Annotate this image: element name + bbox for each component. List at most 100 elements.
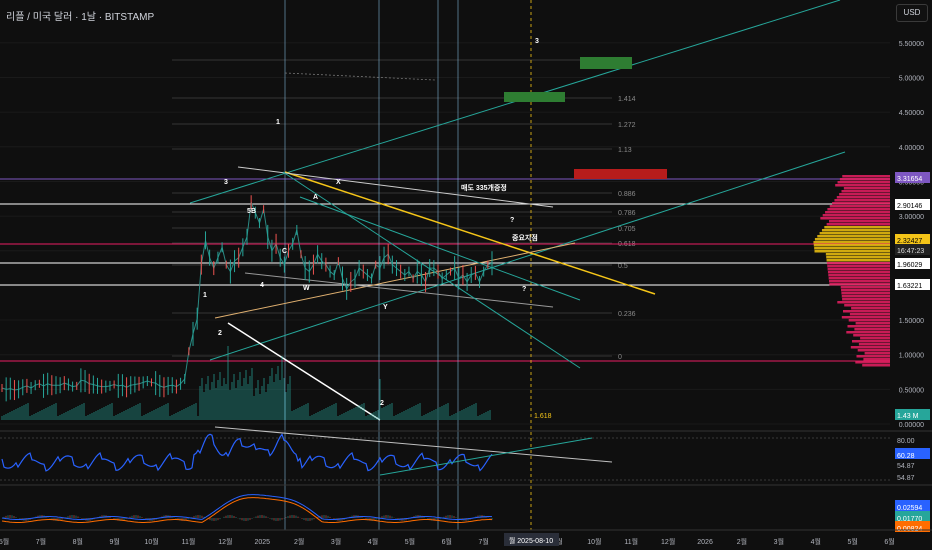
wave-annotation: 4 <box>260 282 264 289</box>
volume-profile-bar <box>841 289 890 292</box>
rsi-trend-line-2 <box>379 437 593 476</box>
y-tick-label: 4.00000 <box>899 145 924 152</box>
x-tick-label: 11월 <box>624 537 638 546</box>
fib-level-label: 0.886 <box>618 191 636 198</box>
price-label: 2.90146 <box>897 203 922 210</box>
volume-profile-bar <box>843 310 890 313</box>
x-tick-label: 3월 <box>331 537 341 546</box>
fib-level-label: 0.786 <box>618 210 636 217</box>
volume-trend-line <box>227 322 381 421</box>
volume-profile-bar <box>814 247 890 250</box>
wave-annotation: 3 <box>535 38 539 45</box>
volume-profile-bar <box>839 193 890 196</box>
price-label: 1.43 M <box>897 413 919 420</box>
wave-annotation: X <box>336 179 341 186</box>
target-box-red <box>574 169 667 179</box>
volume-profile-bar <box>853 334 890 337</box>
fib-level-label: 1.414 <box>618 96 636 103</box>
volume-profile-bar <box>828 277 890 280</box>
x-tick-label: 6월 <box>884 537 894 546</box>
volume-profile-bar <box>841 292 890 295</box>
y-tick-label: 4.50000 <box>899 110 924 117</box>
wave-annotation: ? <box>510 217 514 224</box>
wave-annotation: W <box>303 285 310 292</box>
x-tick-label: 9월 <box>110 537 120 546</box>
trend-line-gray <box>244 272 554 308</box>
volume-profile-bar <box>844 304 890 307</box>
volume-profile-bar <box>825 253 890 256</box>
channel-lower <box>209 151 846 361</box>
x-tick-label: 2025 <box>254 539 270 546</box>
x-tick-label: 7월 <box>479 537 489 546</box>
wave-annotation: A <box>313 194 318 201</box>
fib-level-label: 0.5 <box>618 263 628 270</box>
trend-line-yellow <box>284 171 656 295</box>
volume-profile-bar <box>841 316 890 319</box>
wave-annotation: 3 <box>224 179 228 186</box>
x-tick-label: 2026 <box>697 539 713 546</box>
y-tick-label: 5.00000 <box>899 76 924 83</box>
x-tick-label: 8월 <box>73 537 83 546</box>
volume-profile-bar <box>863 358 890 361</box>
volume-profile-bar <box>856 355 890 358</box>
x-tick-label: 3월 <box>774 537 784 546</box>
volume-profile-bar <box>842 298 890 301</box>
x-tick-label: 5월 <box>405 537 415 546</box>
volume-profile-bar <box>829 283 890 286</box>
price-label-box <box>895 409 930 420</box>
volume-profile-bar <box>837 181 890 184</box>
trend-line-orange <box>214 242 576 319</box>
volume-profile-bar <box>827 208 890 211</box>
volume-profile-bar <box>836 196 890 199</box>
volume-profile-bar <box>862 364 890 367</box>
volume-profile-bar <box>834 199 890 202</box>
macd-tick-label: 0.02594 <box>897 505 922 512</box>
volume-profile-bar <box>835 184 890 187</box>
volume-profile-bar <box>828 274 890 277</box>
target-box-green <box>580 57 632 69</box>
price-label-box <box>895 234 930 245</box>
volume-profile-bar <box>855 361 890 364</box>
volume-profile-bar <box>820 217 890 220</box>
x-tick-label: 12월 <box>218 537 232 546</box>
volume-profile-bar <box>849 313 890 316</box>
price-label: 16:47:23 <box>897 248 924 255</box>
volume-profile-bar <box>819 232 890 235</box>
volume-profile-bar <box>826 223 890 226</box>
volume-profile-bar <box>842 175 890 178</box>
volume-profile-bar <box>841 295 890 298</box>
macd-value-box <box>895 500 930 511</box>
rsi-trend-line <box>214 426 613 463</box>
wave-annotation: 2 <box>380 400 384 407</box>
volume-profile-bar <box>813 244 890 247</box>
fib-level-label: 1.618 <box>534 413 552 420</box>
wave-annotation: 1 <box>276 119 280 126</box>
volume-profile-bar <box>827 271 890 274</box>
rsi-tick-label: 60.28 <box>897 453 915 460</box>
volume-profile-bar <box>817 235 890 238</box>
volume-profile-bar <box>851 307 890 310</box>
wave-annotation: 2 <box>218 330 222 337</box>
macd-signal-line <box>1 497 493 523</box>
volume-profile-bar <box>827 265 890 268</box>
price-label-box <box>895 172 930 183</box>
wave-annotation: C <box>282 248 287 255</box>
y-tick-label: 0.00000 <box>899 422 924 429</box>
macd-tick-label: 0.01770 <box>897 516 922 523</box>
volume-profile-bar <box>826 259 890 262</box>
price-label-box <box>895 258 930 269</box>
x-tick-label: 4월 <box>368 537 378 546</box>
volume-profile-bar <box>857 349 890 352</box>
wave-annotation: ? <box>522 286 526 293</box>
y-tick-label: 1.00000 <box>899 353 924 360</box>
x-tick-label: 10월 <box>144 537 158 546</box>
volume-profile-bar <box>847 325 890 328</box>
volume-profile-bar <box>852 340 890 343</box>
wave-annotation: 중요지점 <box>512 233 538 242</box>
volume-profile-bar <box>832 202 890 205</box>
rsi-line <box>1 433 493 472</box>
fib-level-label: 1.272 <box>618 122 636 129</box>
volume-profile-bar <box>826 262 890 265</box>
currency-selector[interactable]: USD <box>896 4 928 22</box>
